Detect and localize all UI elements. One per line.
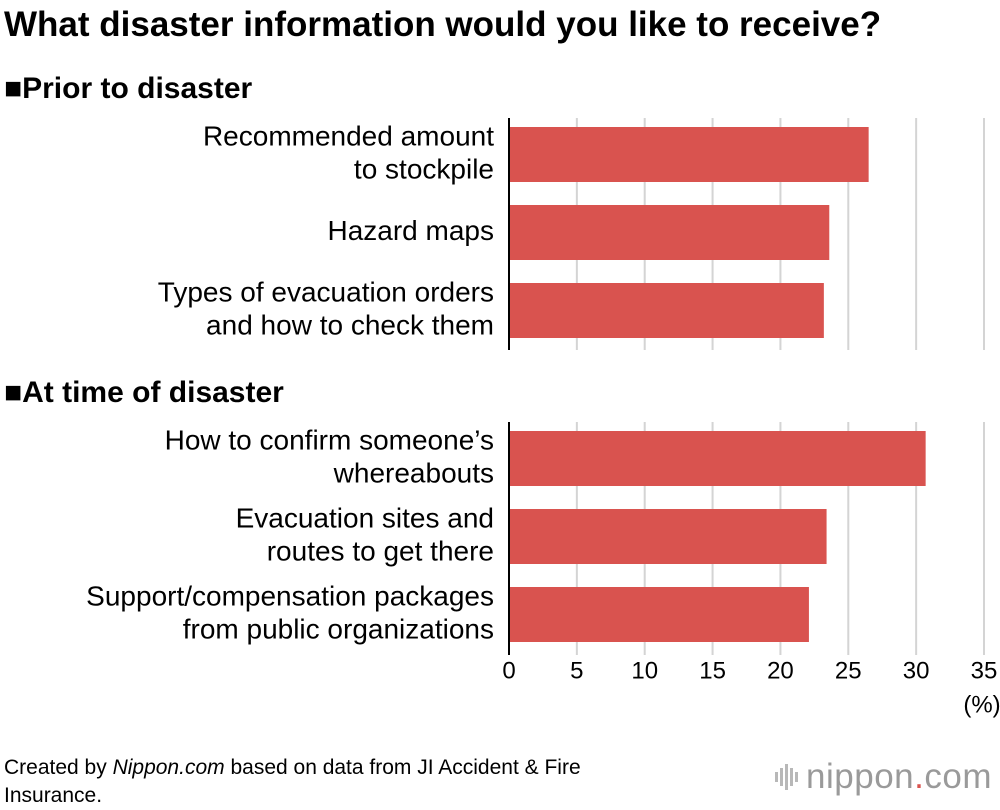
brand-name: nippon	[806, 757, 915, 796]
x-tick-label-20: 20	[767, 657, 794, 684]
x-axis-unit-label: (%)	[963, 691, 1000, 718]
x-tick-label-35: 35	[971, 657, 998, 684]
category-label-2-2-line-2: routes to get there	[267, 535, 494, 566]
category-label-1-3-line-1: Types of evacuation orders	[158, 276, 494, 307]
category-label-2-2-line-1: Evacuation sites and	[236, 502, 494, 533]
x-tick-label-5: 5	[570, 657, 583, 684]
brand-tld: com	[924, 757, 992, 796]
category-label-1-1-line-2: to stockpile	[354, 153, 494, 184]
group-heading-1: ■Prior to disaster	[4, 72, 253, 105]
bar-1-1	[509, 127, 869, 182]
category-label-2-3-line-2: from public organizations	[183, 613, 494, 644]
source-suffix: based on data from JI Accident & Fire In…	[4, 756, 581, 807]
brand-dot: .	[914, 757, 925, 796]
bar-2-2	[509, 509, 827, 564]
category-label-1-3-line-2: and how to check them	[206, 309, 494, 340]
bar-1-3	[509, 283, 824, 338]
category-label-2-1-line-2: whereabouts	[333, 457, 494, 488]
category-label-1-1-line-1: Recommended amount	[203, 120, 494, 151]
chart-title: What disaster information would you like…	[4, 5, 882, 44]
x-tick-label-10: 10	[631, 657, 658, 684]
sound-wave-icon	[775, 757, 799, 797]
category-label-2-3-line-1: Support/compensation packages	[86, 580, 494, 611]
bar-2-1	[509, 431, 926, 486]
brand-wordmark: nippon.com	[806, 757, 992, 797]
source-prefix: Created by	[4, 756, 113, 779]
x-tick-label-30: 30	[903, 657, 930, 684]
x-tick-label-0: 0	[502, 657, 515, 684]
source-site: Nippon.com	[112, 756, 225, 779]
category-label-1-2-line-1: Hazard maps	[327, 215, 494, 246]
group-heading-2: ■At time of disaster	[4, 376, 284, 409]
x-tick-label-25: 25	[835, 657, 862, 684]
category-label-2-1-line-1: How to confirm someone’s	[165, 424, 494, 455]
x-tick-label-15: 15	[699, 657, 726, 684]
bar-1-2	[509, 205, 830, 260]
nippon-logo: nippon.com	[775, 757, 992, 797]
source-note: Created by Nippon.com based on data from…	[4, 754, 664, 810]
bar-2-3	[509, 587, 809, 642]
